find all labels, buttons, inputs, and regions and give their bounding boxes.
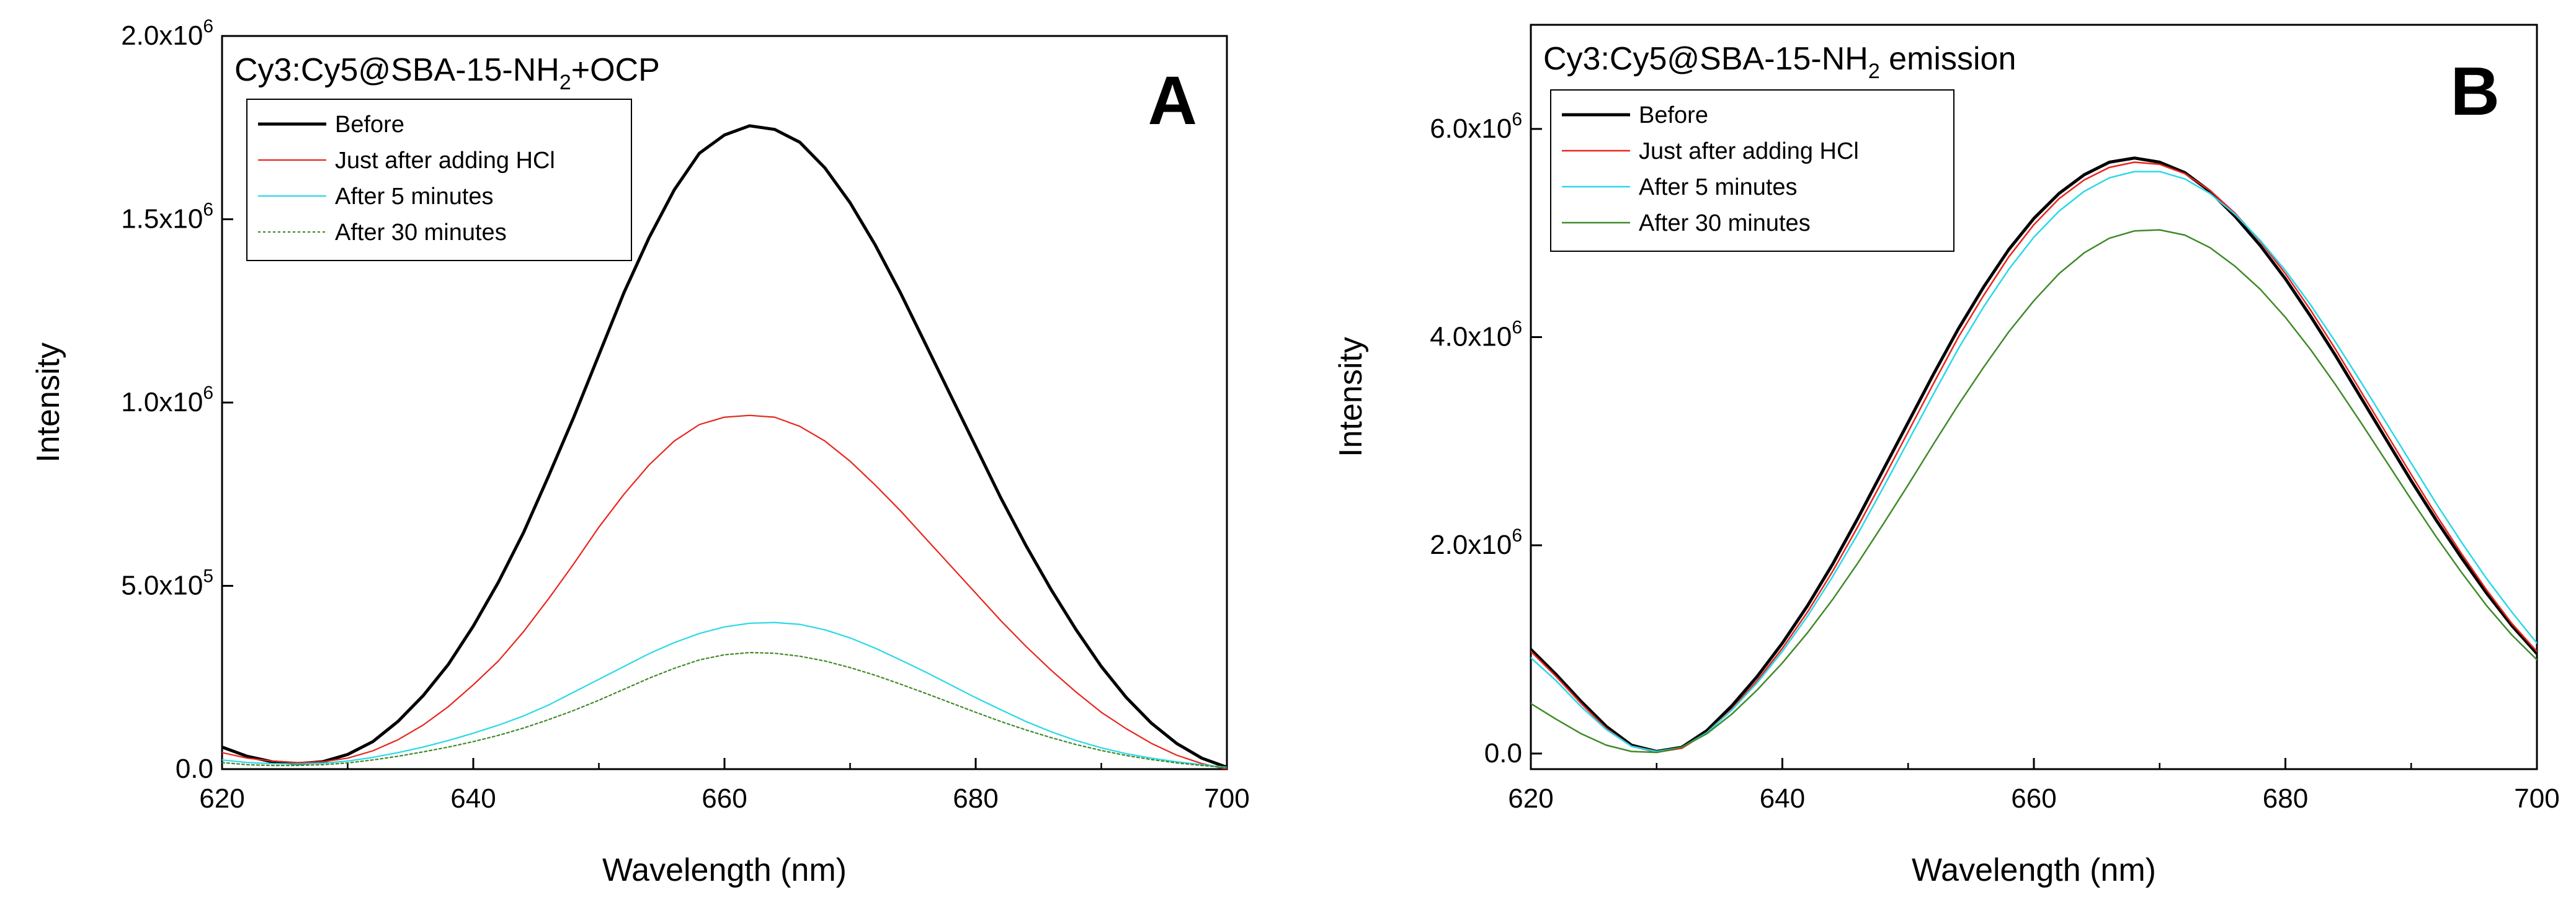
panel-title: Cy3:Cy5@SBA-15-NH2+OCP bbox=[234, 52, 660, 94]
y-tick-label: 6.0x106 bbox=[1430, 109, 1522, 144]
y-axis-title: Intensity bbox=[1333, 337, 1369, 457]
y-tick-label: 5.0x105 bbox=[121, 566, 213, 601]
y-tick-label: 0.0 bbox=[1484, 738, 1522, 769]
x-tick-label: 620 bbox=[199, 783, 244, 814]
x-tick-label: 660 bbox=[2011, 783, 2056, 814]
x-tick-label: 640 bbox=[1760, 783, 1805, 814]
x-tick-label: 680 bbox=[953, 783, 998, 814]
y-tick-label: 2.0x106 bbox=[1430, 525, 1522, 560]
series-line-after-5-minutes bbox=[222, 622, 1227, 769]
legend-label: Before bbox=[335, 112, 404, 138]
chart-panel-b: 620 640 660 680 700 0.0 2.0x106 4.0x106 6.0x106 W… bbox=[1333, 24, 2560, 888]
y-tick-label: 2.0x106 bbox=[121, 16, 213, 51]
x-tick-label: 620 bbox=[1508, 783, 1553, 814]
legend-label: Just after adding HCl bbox=[1639, 138, 1859, 164]
legend: Before Just after adding HCl After 5 minut… bbox=[1550, 89, 1954, 252]
y-tick-label: 1.5x106 bbox=[121, 200, 213, 234]
x-tick-label: 660 bbox=[702, 783, 747, 814]
x-axis-title: Wavelength (nm) bbox=[602, 852, 847, 888]
legend-label: Just after adding HCl bbox=[335, 148, 555, 174]
y-tick-label: 4.0x106 bbox=[1430, 317, 1522, 352]
legend-label: Before bbox=[1639, 102, 1708, 128]
panel-title: Cy3:Cy5@SBA-15-NH2 emission bbox=[1543, 41, 2016, 83]
series-line-after-30-minutes bbox=[222, 652, 1227, 769]
series-line-before bbox=[222, 124, 1227, 769]
panel-letter: A bbox=[1148, 63, 1197, 139]
legend-box bbox=[246, 99, 632, 261]
series-line-just-after-adding-hcl bbox=[222, 414, 1227, 769]
legend-label: After 5 minutes bbox=[335, 184, 494, 210]
series-line-before bbox=[1531, 156, 2537, 753]
legend-box bbox=[1550, 89, 1954, 252]
y-tick-label: 0.0 bbox=[176, 754, 213, 784]
y-axis-title: Intensity bbox=[30, 342, 66, 463]
legend: Before Just after adding HCl After 5 minut… bbox=[246, 99, 632, 261]
x-tick-label: 700 bbox=[1204, 783, 1249, 814]
legend-label: After 5 minutes bbox=[1639, 174, 1798, 200]
panel-letter: B bbox=[2451, 53, 2500, 130]
y-tick-label: 1.0x106 bbox=[121, 383, 213, 417]
x-tick-label: 680 bbox=[2263, 783, 2308, 814]
x-tick-label: 640 bbox=[450, 783, 496, 814]
x-axis-title: Wavelength (nm) bbox=[1912, 852, 2156, 888]
chart-panel-a: 620 640 660 680 700 0.0 5.0x105 1.0x106 1.5x106 2… bbox=[30, 16, 1250, 888]
legend-label: After 30 minutes bbox=[1639, 210, 1811, 236]
x-tick-label: 700 bbox=[2514, 783, 2559, 814]
legend-label: After 30 minutes bbox=[335, 220, 507, 246]
series-line-after-30-minutes bbox=[1531, 229, 2537, 754]
